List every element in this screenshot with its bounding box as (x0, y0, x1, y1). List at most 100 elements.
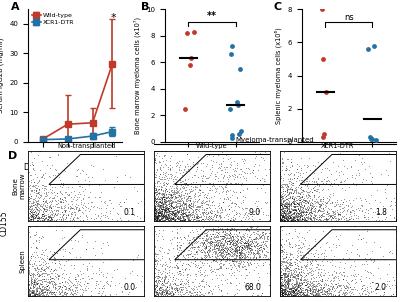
Point (41, 287, 48, 291)
Point (288, 216, 295, 220)
Point (186, 289, 192, 294)
Point (194, 200, 200, 204)
Point (54, 211, 61, 216)
Point (318, 287, 324, 292)
Point (218, 240, 224, 245)
Point (301, 280, 308, 285)
Point (28, 282, 34, 287)
Point (388, 292, 395, 297)
Point (206, 249, 212, 254)
Point (29, 161, 36, 166)
Point (169, 212, 175, 217)
Point (166, 281, 173, 286)
Point (235, 244, 242, 249)
Point (285, 216, 291, 221)
Point (172, 205, 178, 210)
Point (260, 254, 266, 259)
Point (40, 173, 46, 178)
Point (173, 217, 179, 221)
Point (163, 209, 170, 214)
Point (166, 215, 172, 220)
Point (336, 278, 343, 283)
Point (156, 190, 163, 194)
Point (318, 205, 324, 210)
Point (159, 195, 166, 200)
Point (284, 218, 290, 223)
Point (320, 257, 326, 262)
Point (225, 237, 232, 242)
Point (25, 171, 32, 175)
Point (42, 194, 48, 199)
Point (267, 282, 274, 287)
Point (310, 290, 317, 295)
Point (82, 212, 89, 217)
Point (86, 183, 92, 188)
Point (168, 215, 174, 220)
Point (290, 171, 297, 176)
Point (29, 197, 36, 201)
Point (284, 166, 290, 171)
Point (282, 291, 288, 296)
Point (162, 189, 169, 194)
Point (277, 202, 283, 207)
Point (98, 245, 104, 250)
Point (72, 212, 78, 217)
Point (251, 251, 257, 256)
Point (292, 293, 299, 298)
Point (163, 173, 169, 178)
Point (215, 267, 222, 271)
Point (29, 280, 35, 285)
Point (194, 218, 200, 223)
Point (116, 204, 123, 208)
Point (233, 229, 239, 233)
Point (262, 231, 268, 236)
Point (290, 201, 296, 206)
Point (277, 286, 284, 291)
Point (82, 284, 89, 288)
Point (365, 289, 371, 294)
Point (27, 173, 34, 178)
Point (165, 194, 172, 199)
Point (191, 247, 197, 252)
Point (279, 291, 285, 296)
Point (288, 251, 294, 256)
Point (214, 235, 220, 240)
Point (58, 284, 65, 289)
Point (175, 198, 182, 203)
Point (218, 246, 224, 251)
Point (25, 149, 31, 153)
Point (205, 210, 211, 214)
Point (267, 210, 274, 215)
Point (322, 149, 328, 153)
Point (298, 293, 304, 297)
Point (350, 209, 357, 214)
Point (241, 246, 247, 251)
Point (186, 210, 192, 215)
Point (313, 179, 320, 184)
Point (330, 275, 336, 280)
Point (25, 282, 31, 287)
Point (62, 291, 68, 296)
Point (213, 241, 219, 246)
Point (320, 56, 326, 61)
Point (256, 250, 262, 255)
Point (214, 238, 220, 243)
Point (36, 202, 43, 207)
Point (310, 287, 316, 292)
Point (180, 215, 186, 220)
Point (304, 287, 310, 292)
Point (239, 248, 245, 252)
Point (335, 182, 341, 187)
Point (40, 206, 46, 210)
Point (279, 275, 286, 280)
Point (283, 163, 290, 168)
Point (39, 281, 46, 286)
Point (241, 160, 248, 165)
Point (175, 217, 182, 221)
Point (183, 201, 190, 206)
Point (33, 238, 39, 243)
Point (313, 286, 319, 291)
Point (153, 283, 159, 288)
Point (290, 175, 297, 180)
Point (312, 287, 319, 292)
